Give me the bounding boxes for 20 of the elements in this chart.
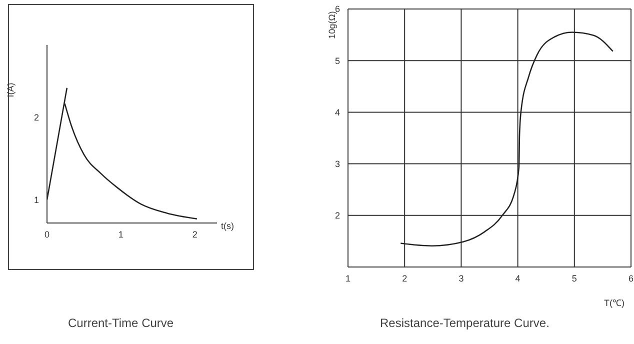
y-tick-label: 6 bbox=[334, 4, 340, 14]
text: Resistance-Temperature Curve. bbox=[380, 316, 550, 330]
x-tick-label: 1 bbox=[345, 273, 351, 284]
x-tick-label: 3 bbox=[458, 273, 464, 284]
y-tick-label: 4 bbox=[334, 107, 340, 118]
x-axis-title: T(℃) bbox=[604, 297, 624, 309]
x-tick-label: 0 bbox=[44, 229, 50, 240]
y-tick-label: 2 bbox=[334, 210, 340, 221]
y-axis-title: 10g(Ω) bbox=[326, 11, 337, 39]
x-tick-label: 5 bbox=[572, 273, 577, 284]
y-tick-label: 5 bbox=[334, 56, 340, 66]
x-axis-title: t(s) bbox=[221, 221, 234, 231]
text: Current-Time Curve bbox=[68, 316, 174, 330]
y-axis-title: I(A) bbox=[5, 82, 16, 98]
x-tick-label: 4 bbox=[515, 273, 520, 284]
y-tick-label: 3 bbox=[334, 158, 340, 169]
x-tick-label: 2 bbox=[402, 273, 408, 284]
x-tick-label: 6 bbox=[628, 273, 634, 284]
x-tick-label: 2 bbox=[192, 229, 198, 240]
x-tick-label: 1 bbox=[118, 229, 124, 240]
